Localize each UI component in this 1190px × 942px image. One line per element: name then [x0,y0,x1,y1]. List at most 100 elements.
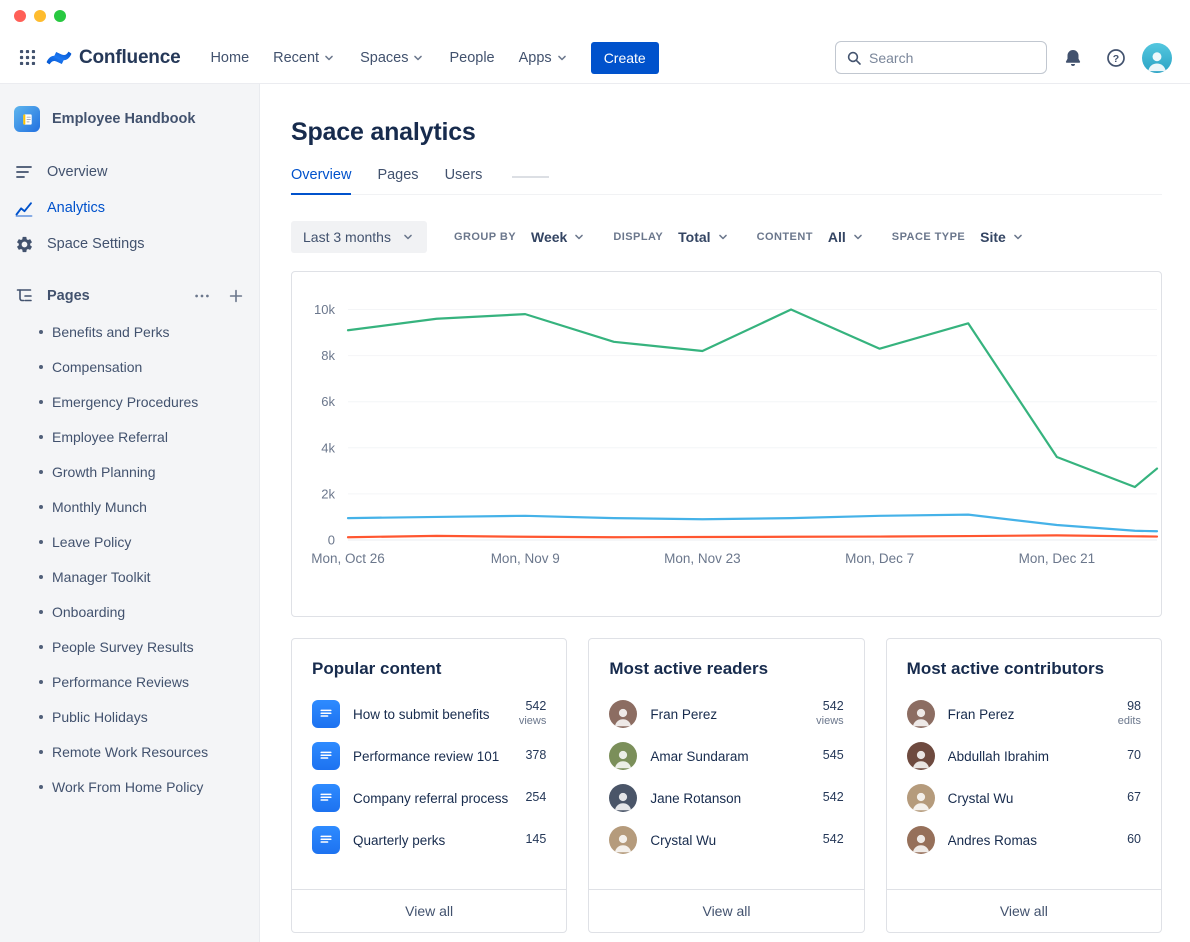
page-item-label: Benefits and Perks [52,323,170,340]
filter-value-select[interactable]: Site [980,229,1025,245]
page-item-label: Leave Policy [52,533,132,550]
content-row[interactable]: Company referral process 254 [312,777,546,819]
filter-value-select[interactable]: Week [531,229,586,245]
sidebar-page-onboarding[interactable]: Onboarding [0,594,259,629]
main-content: Space analytics Overview Pages Users Last … [260,84,1190,942]
filter-label: DISPLAY [613,231,664,243]
card-view-all[interactable]: View all [589,889,864,932]
sidebar-pages-list: Benefits and Perks Compensation Emergenc… [0,314,259,804]
sidebar-page-work-from-home-policy[interactable]: Work From Home Policy [0,769,259,804]
window-close-button[interactable] [14,10,26,22]
window-chrome [0,0,1190,32]
card-title: Most active readers [609,659,769,678]
people-row[interactable]: Jane Rotanson 542 [609,777,844,819]
notifications-button[interactable] [1056,41,1090,75]
sidebar-page-benefits-and-perks[interactable]: Benefits and Perks [0,314,259,349]
search-input[interactable] [869,49,1036,66]
page-item-label: Manager Toolkit [52,568,151,585]
row-metric: 545 [823,748,844,764]
row-label: Andres Romas [947,832,1037,848]
sidebar-page-leave-policy[interactable]: Leave Policy [0,524,259,559]
gear-icon [14,234,34,254]
tab-users[interactable]: Users [445,167,483,195]
bullet-icon [39,469,43,474]
create-button[interactable]: Create [590,41,659,74]
sidebar-page-manager-toolkit[interactable]: Manager Toolkit [0,559,259,594]
tab-pages[interactable]: Pages [377,167,418,195]
analytics-chart[interactable]: 0 2k 4k 6k 8k 10k Mon, Oct 26 Mon, Nov 9 Mon, No… [292,272,1161,616]
filter-value-select[interactable]: All [828,229,865,245]
analytics-icon [14,198,34,218]
people-row[interactable]: Abdullah Ibrahim 70 [906,735,1141,777]
sidebar-page-people-survey-results[interactable]: People Survey Results [0,629,259,664]
row-metric: 542 [823,832,844,848]
person-icon [912,792,929,811]
avatar [609,784,638,812]
topnav-right: ? [835,41,1172,75]
row-metric: 70 [1127,748,1141,764]
window-minimize-button[interactable] [34,10,46,22]
sidebar-page-performance-reviews[interactable]: Performance Reviews [0,664,259,699]
bullet-icon [39,364,43,369]
card-view-all[interactable]: View all [292,889,567,932]
confluence-logo[interactable]: Confluence [46,45,181,71]
topnav-item-spaces[interactable]: Spaces [350,43,435,73]
add-page-button[interactable] [225,285,247,307]
row-metric: 542 views [816,699,844,728]
document-icon [312,784,340,812]
profile-avatar[interactable] [1142,42,1172,73]
help-button[interactable]: ? [1099,41,1133,75]
topnav-item-apps[interactable]: Apps [509,43,579,73]
document-icon [312,700,340,728]
card-title: Popular content [312,659,442,678]
pages-more-button[interactable] [191,285,213,307]
row-value: 60 [1127,832,1141,847]
sidebar-page-monthly-munch[interactable]: Monthly Munch [0,489,259,524]
filter-value-label: All [827,229,846,245]
tab-overview[interactable]: Overview [291,167,352,195]
date-range-select[interactable]: Last 3 months [291,221,427,253]
filter-value-select[interactable]: Total [678,229,729,245]
person-icon [615,792,632,811]
people-row[interactable]: Amar Sundaram 545 [609,735,844,777]
people-row[interactable]: Fran Perez 98 edits [906,693,1141,735]
filter-controls: GROUP BY Week DISPLAY Total CONTENT All … [427,229,1025,245]
search-box[interactable] [835,41,1047,74]
people-row[interactable]: Fran Perez 542 views [609,693,844,735]
sidebar-item-analytics[interactable]: Analytics [0,190,259,226]
card-most-active-contributors: Most active contributors Fran Perez 98 e… [885,638,1162,933]
people-row[interactable]: Crystal Wu 542 [609,819,844,861]
window-zoom-button[interactable] [54,10,66,22]
people-row[interactable]: Crystal Wu 67 [906,777,1141,819]
filter-group-content: CONTENT All [757,229,865,245]
row-unit: views [816,714,844,727]
person-icon [615,750,632,769]
sidebar-page-compensation[interactable]: Compensation [0,349,259,384]
content-row[interactable]: Quarterly perks 145 [312,819,546,861]
sidebar-page-remote-work-resources[interactable]: Remote Work Resources [0,734,259,769]
bullet-icon [39,714,43,719]
content-row[interactable]: How to submit benefits 542 views [312,693,546,735]
topnav-item-home[interactable]: Home [200,43,259,73]
row-unit: edits [1117,714,1141,727]
people-row[interactable]: Andres Romas 60 [906,819,1141,861]
topnav-item-recent[interactable]: Recent [263,43,346,73]
sidebar-item-overview[interactable]: Overview [0,154,259,190]
sidebar-page-growth-planning[interactable]: Growth Planning [0,454,259,489]
app-body: Employee Handbook Overview Analytics Spa… [0,84,1190,942]
sidebar-item-space-settings[interactable]: Space Settings [0,226,259,262]
sidebar-page-public-holidays[interactable]: Public Holidays [0,699,259,734]
person-icon [615,834,632,853]
sidebar-page-emergency-procedures[interactable]: Emergency Procedures [0,384,259,419]
card-view-all[interactable]: View all [886,889,1161,932]
space-header[interactable]: Employee Handbook [0,106,259,132]
pages-section-header[interactable]: Pages [0,278,259,314]
content-row[interactable]: Performance review 101 378 [312,735,546,777]
row-label: How to submit benefits [353,706,490,722]
row-value: 545 [822,748,844,763]
x-axis-label: Mon, Nov 23 [664,551,741,566]
page-tree-icon [14,286,34,306]
topnav-item-people[interactable]: People [439,43,504,73]
sidebar-page-employee-referral[interactable]: Employee Referral [0,419,259,454]
app-switcher-button[interactable] [10,41,44,75]
